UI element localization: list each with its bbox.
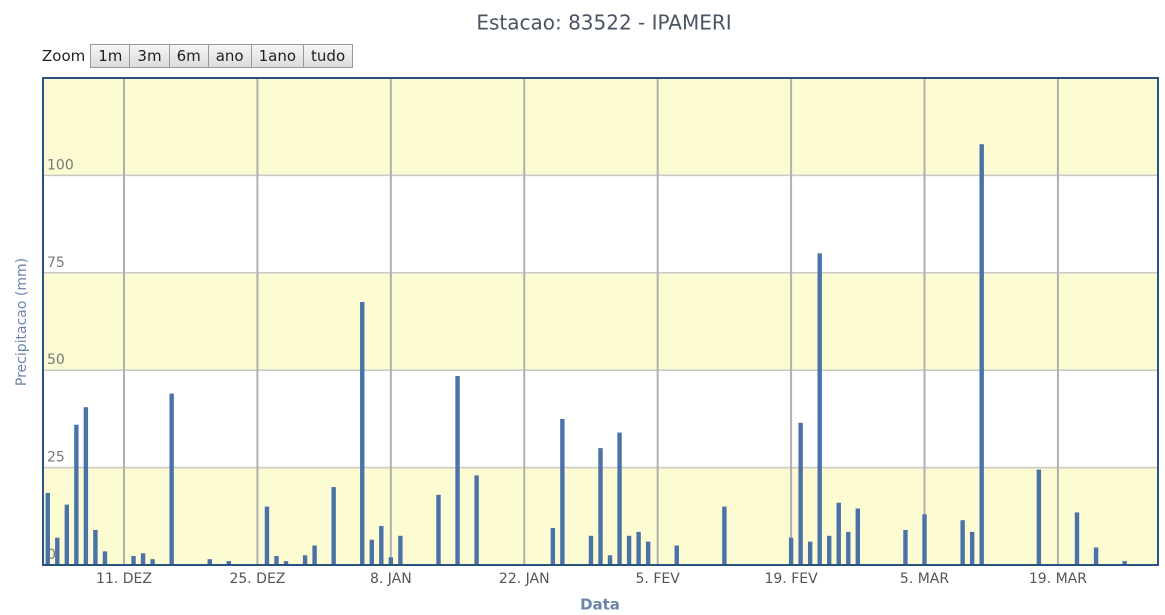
bar — [74, 424, 79, 565]
x-axis-label: Data — [580, 596, 620, 614]
bar — [379, 526, 384, 565]
bar — [226, 561, 232, 565]
bar — [788, 537, 794, 565]
bar — [1074, 512, 1080, 565]
bar — [674, 545, 679, 565]
bar — [645, 541, 651, 565]
bar — [369, 539, 374, 565]
bar — [1093, 547, 1099, 565]
x-tick-label: 22. JAN — [499, 571, 550, 587]
bar — [302, 555, 308, 565]
zoom-controls: Zoom 1m 3m 6m ano 1ano tudo — [42, 44, 354, 68]
y-tick-label: 25 — [47, 450, 65, 466]
bar — [607, 555, 613, 565]
zoom-label: Zoom — [42, 47, 86, 65]
zoom-button[interactable]: 1m — [90, 44, 131, 68]
x-tick-label: 11. DEZ — [96, 571, 152, 587]
bar — [474, 475, 479, 565]
bar — [903, 529, 908, 565]
bar — [626, 535, 632, 565]
x-tick-label: 19. MAR — [1029, 571, 1087, 587]
bar — [798, 422, 803, 565]
bar — [817, 253, 822, 565]
bar — [922, 514, 927, 565]
bar — [807, 541, 813, 565]
bar — [331, 487, 336, 565]
zoom-button[interactable]: ano — [207, 44, 252, 68]
x-tick-label: 5. MAR — [900, 571, 949, 587]
bar — [436, 494, 441, 565]
bar — [150, 559, 155, 565]
zoom-button[interactable]: 6m — [168, 44, 209, 68]
bar — [598, 448, 603, 565]
bar — [836, 502, 841, 565]
plot-frame — [42, 77, 1159, 566]
bar — [636, 531, 641, 565]
bar — [55, 537, 60, 565]
bar — [45, 492, 50, 565]
bar — [588, 535, 594, 565]
bar — [1036, 469, 1042, 565]
bar — [388, 557, 394, 565]
bar — [274, 556, 279, 565]
y-axis-label: Precipitacao (mm) — [14, 258, 30, 386]
y-tick-label: 75 — [47, 255, 65, 271]
chart-title: Estacao: 83522 - IPAMERI — [476, 11, 731, 35]
bar — [207, 559, 212, 565]
x-tick-label: 19. FEV — [764, 571, 818, 587]
bar — [550, 527, 556, 565]
plot-band — [43, 78, 1158, 176]
bar — [722, 506, 727, 565]
x-tick-label: 25. DEZ — [229, 571, 285, 587]
zoom-button[interactable]: 1ano — [250, 44, 305, 68]
bar — [827, 535, 832, 565]
bar — [1122, 561, 1127, 565]
bar — [283, 561, 289, 565]
bar — [560, 418, 565, 565]
bar — [846, 531, 851, 565]
y-tick-label: 50 — [47, 352, 65, 368]
bar — [960, 520, 965, 565]
bar — [969, 531, 975, 565]
plot-band — [43, 175, 1158, 273]
x-tick-label: 8. JAN — [370, 571, 412, 587]
zoom-button[interactable]: tudo — [303, 44, 354, 68]
bar — [102, 551, 108, 565]
x-tick-label: 5. FEV — [636, 571, 681, 587]
bar — [455, 376, 460, 565]
bar — [64, 504, 70, 565]
y-tick-label: 0 — [47, 547, 56, 563]
zoom-button[interactable]: 3m — [129, 44, 170, 68]
bar — [131, 556, 136, 565]
bar — [360, 302, 365, 565]
y-tick-label: 100 — [47, 157, 74, 173]
plot-band — [43, 272, 1158, 371]
bar — [93, 529, 98, 565]
bar — [617, 432, 622, 565]
bar — [398, 535, 403, 565]
bar — [264, 506, 270, 565]
bar — [855, 508, 861, 565]
bar — [979, 144, 984, 565]
bar — [169, 393, 174, 565]
bar — [83, 407, 89, 565]
bar — [312, 545, 317, 565]
bar — [140, 553, 146, 565]
